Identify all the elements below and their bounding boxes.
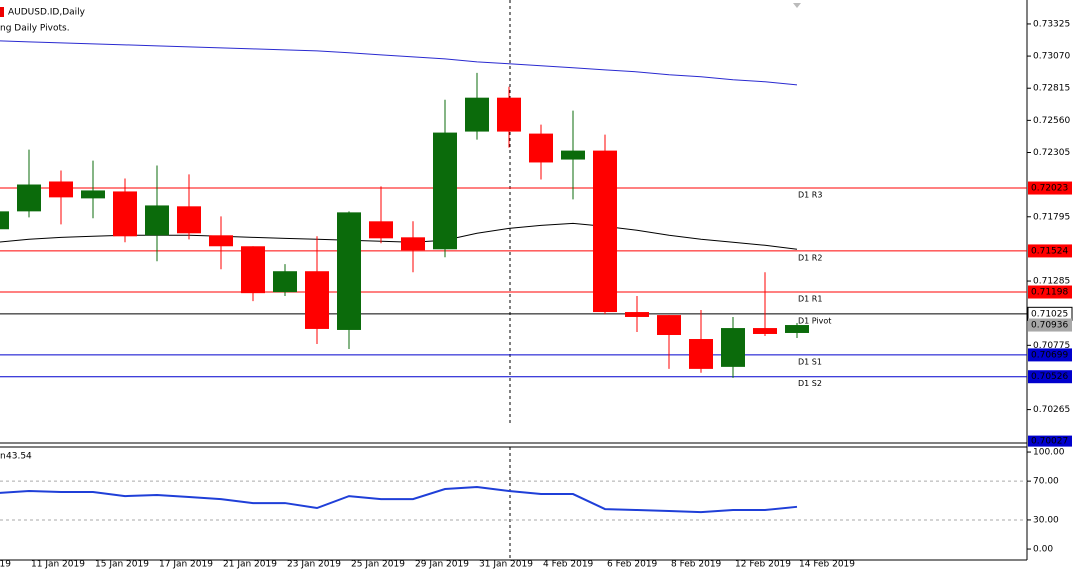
y-tick-label: 0.71285 — [1033, 277, 1070, 287]
candle-body — [785, 325, 809, 333]
candle-body — [625, 312, 649, 317]
pivot-label: D1 R1 — [798, 295, 822, 304]
price-marker-label: 0.70699 — [1031, 350, 1068, 360]
rsi-title: n — [0, 452, 6, 462]
pivot-label: D1 Pivot — [798, 316, 831, 325]
x-tick-label: 8 Feb 2019 — [671, 560, 722, 570]
y-tick-label: 0.00 — [1033, 545, 1053, 555]
pivot-label: D1 R3 — [798, 191, 822, 200]
y-tick-label: 0.72815 — [1033, 84, 1070, 94]
candle-body — [305, 271, 329, 329]
candle-body — [465, 97, 489, 132]
price-marker-label: 0.72023 — [1031, 184, 1068, 194]
candle-body — [529, 133, 553, 163]
rsi-line — [0, 486, 798, 514]
candle-body — [241, 246, 265, 294]
indicator-title: ng Daily Pivots. — [0, 24, 70, 34]
price-marker-label: 0.70526 — [1031, 372, 1068, 382]
candle-body — [113, 191, 137, 237]
candle-body — [593, 150, 617, 313]
price-marker-label: 0.71025 — [1031, 309, 1068, 319]
price-marker-label: 0.70936 — [1031, 321, 1068, 331]
x-tick-label: 4 Feb 2019 — [543, 560, 594, 570]
y-tick-label: 30.00 — [1033, 515, 1059, 525]
x-tick-label: 25 Jan 2019 — [351, 560, 405, 570]
symbol-icon — [0, 7, 4, 17]
price-marker — [1028, 285, 1072, 299]
pivot-label: D1 S2 — [798, 379, 822, 388]
x-tick-label: 29 Jan 2019 — [415, 560, 469, 570]
candle-body — [689, 339, 713, 369]
price-marker — [1028, 348, 1072, 362]
price-marker — [1028, 318, 1072, 332]
candle-body — [753, 328, 777, 334]
price-marker — [1028, 181, 1072, 195]
price-marker — [1028, 435, 1072, 447]
candle-body — [209, 235, 233, 247]
x-tick-label: 12 Feb 2019 — [735, 560, 791, 570]
x-tick-label: 6 Feb 2019 — [607, 560, 658, 570]
price-marker-label: 0.71524 — [1031, 246, 1068, 256]
rsi-value: 43.54 — [6, 452, 32, 462]
x-tick-label: 11 Jan 2019 — [31, 560, 85, 570]
price-marker-label: 0.71198 — [1031, 288, 1068, 298]
x-tick-label: 17 Jan 2019 — [159, 560, 213, 570]
candle-body — [721, 328, 745, 367]
candle-body — [273, 271, 297, 293]
moving-average — [0, 40, 798, 86]
y-tick-label: 0.73070 — [1033, 52, 1070, 62]
shift-marker — [793, 3, 801, 8]
chart-title: AUDUSD.ID,Daily — [8, 8, 86, 18]
candle-body — [145, 205, 169, 236]
pivot-label: D1 R2 — [798, 253, 822, 262]
candle-body — [433, 132, 457, 250]
pivot-label: D1 S1 — [798, 357, 822, 366]
x-tick-label: 19 — [0, 560, 11, 570]
y-tick-label: 0.70775 — [1033, 341, 1070, 351]
y-tick-label: 0.73325 — [1033, 19, 1070, 29]
x-tick-label: 14 Feb 2019 — [799, 560, 855, 570]
y-tick-label: 0.70265 — [1033, 405, 1070, 415]
candle-body — [17, 184, 41, 212]
candle-body — [81, 190, 105, 199]
x-tick-label: 31 Jan 2019 — [479, 560, 533, 570]
y-tick-label: 70.00 — [1033, 477, 1059, 487]
price-marker-label: 0.70027 — [1031, 437, 1068, 447]
price-marker — [1028, 244, 1072, 258]
price-marker — [1028, 370, 1072, 384]
x-tick-label: 21 Jan 2019 — [223, 560, 277, 570]
candle-body — [0, 211, 9, 230]
x-tick-label: 15 Jan 2019 — [95, 560, 149, 570]
candle-body — [49, 181, 73, 198]
candle-body — [401, 237, 425, 251]
candle-body — [497, 97, 521, 132]
x-tick-label: 23 Jan 2019 — [287, 560, 341, 570]
candle-body — [369, 221, 393, 239]
candle-body — [177, 206, 201, 234]
y-tick-label: 0.72560 — [1033, 116, 1070, 126]
candle-body — [561, 150, 585, 160]
y-tick-label: 0.72305 — [1033, 148, 1070, 158]
y-tick-label: 0.71795 — [1033, 212, 1070, 222]
candle-body — [657, 315, 681, 335]
candle-body — [337, 212, 361, 330]
y-tick-label: 100.00 — [1033, 448, 1065, 458]
